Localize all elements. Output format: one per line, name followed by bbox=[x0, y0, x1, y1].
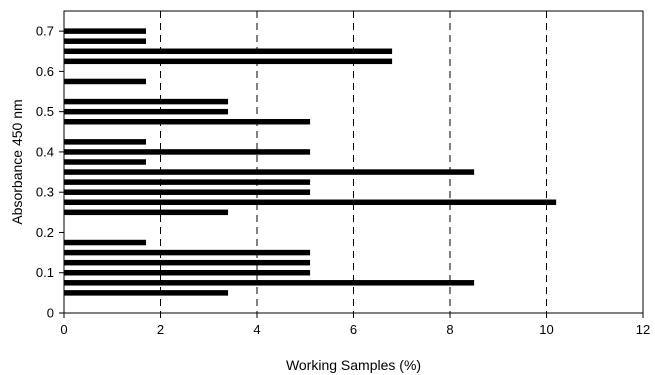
x-tick-label-4: 4 bbox=[253, 322, 260, 337]
y-axis-ticks: 0 0.1 0.2 0.3 0.4 0.5 0.6 0.7 bbox=[36, 24, 64, 321]
bar-13 bbox=[64, 139, 147, 145]
bar-0 bbox=[64, 290, 229, 296]
x-tick-label-6: 6 bbox=[350, 322, 357, 337]
x-tick-label-0: 0 bbox=[60, 322, 67, 337]
x-axis-ticks: 0 2 4 6 8 10 12 bbox=[60, 313, 650, 337]
x-tick-label-12: 12 bbox=[636, 322, 650, 337]
x-tick-label-8: 8 bbox=[446, 322, 453, 337]
bar-16 bbox=[64, 98, 229, 105]
x-axis-title: Working Samples (%) bbox=[286, 357, 421, 373]
bar-2 bbox=[64, 269, 311, 276]
x-tick-label-10: 10 bbox=[539, 322, 553, 337]
x-tick-label-2: 2 bbox=[157, 322, 164, 337]
y-tick-label-0.3: 0.3 bbox=[36, 185, 54, 200]
y-tick-label-0.7: 0.7 bbox=[36, 24, 54, 39]
y-tick-label-0.6: 0.6 bbox=[36, 64, 54, 79]
bar-19 bbox=[64, 48, 393, 55]
bar-11 bbox=[64, 159, 147, 165]
bar-10 bbox=[64, 169, 475, 175]
bar-18 bbox=[64, 58, 393, 65]
grid-lines bbox=[160, 11, 547, 313]
y-tick-label-0.5: 0.5 bbox=[36, 104, 54, 119]
bar-7 bbox=[64, 199, 557, 206]
y-tick-label-0.2: 0.2 bbox=[36, 225, 54, 240]
y-tick-label-0: 0 bbox=[47, 306, 54, 321]
bar-9 bbox=[64, 179, 311, 185]
bar-14 bbox=[64, 118, 311, 125]
bar-1 bbox=[64, 280, 475, 286]
bar-15 bbox=[64, 108, 229, 115]
y-axis-title: Absorbance 450 nm bbox=[9, 99, 25, 224]
y-tick-label-0.4: 0.4 bbox=[36, 144, 54, 159]
bar-8 bbox=[64, 189, 311, 195]
bars bbox=[64, 28, 557, 296]
bar-12 bbox=[64, 149, 311, 155]
bar-21 bbox=[64, 28, 147, 34]
bar-6 bbox=[64, 209, 229, 216]
bar-3 bbox=[64, 259, 311, 266]
bar-17 bbox=[64, 78, 147, 85]
y-tick-label-0.1: 0.1 bbox=[36, 265, 54, 280]
bar-5 bbox=[64, 239, 147, 246]
bar-20 bbox=[64, 38, 147, 44]
bar-4 bbox=[64, 249, 311, 256]
